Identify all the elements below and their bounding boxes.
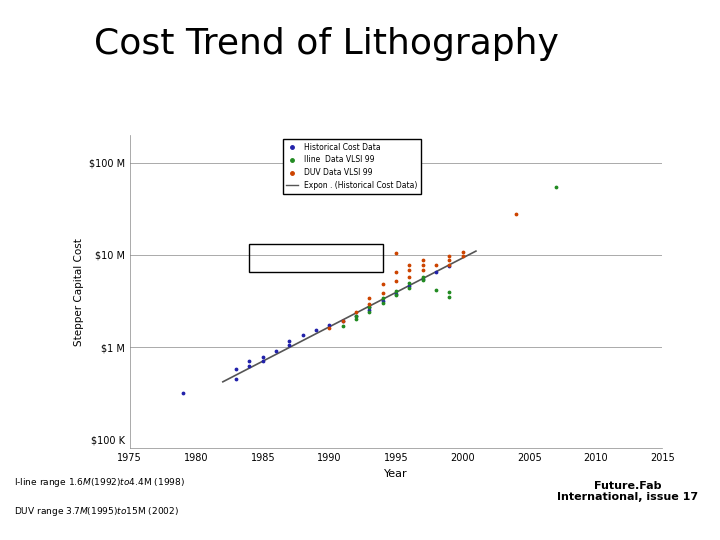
Point <box>457 252 469 260</box>
Point <box>257 357 269 366</box>
Text: Cost Trend of Lithography: Cost Trend of Lithography <box>94 27 559 61</box>
Point <box>417 276 428 285</box>
Point <box>417 272 428 281</box>
Point <box>364 300 375 309</box>
Point <box>377 280 389 288</box>
Point <box>284 337 295 346</box>
Point <box>337 321 348 330</box>
Point <box>431 260 442 269</box>
Point <box>337 317 348 326</box>
Text: I-line range $1.6M (1992) to $4.4M (1998): I-line range $1.6M (1992) to $4.4M (1998… <box>14 476 186 489</box>
Point <box>390 289 402 298</box>
Point <box>324 320 336 329</box>
Point <box>337 317 348 326</box>
Point <box>310 325 322 334</box>
Point <box>377 294 389 302</box>
Bar <box>250 245 383 272</box>
Point <box>297 331 309 340</box>
Point <box>417 266 428 275</box>
Point <box>324 324 336 333</box>
Point <box>404 284 415 292</box>
Point <box>377 299 389 307</box>
Point <box>444 293 455 301</box>
Point <box>284 341 295 349</box>
Point <box>404 279 415 288</box>
Text: Future.Fab
International, issue 17: Future.Fab International, issue 17 <box>557 481 698 502</box>
Point <box>364 303 375 312</box>
Point <box>244 362 256 370</box>
Point <box>364 306 375 315</box>
Point <box>417 256 428 265</box>
Point <box>230 375 242 383</box>
Point <box>390 286 402 295</box>
Point <box>444 262 455 271</box>
Point <box>377 296 389 305</box>
Point <box>364 294 375 302</box>
Point <box>364 308 375 316</box>
Point <box>257 353 269 361</box>
Point <box>351 311 362 320</box>
Point <box>230 364 242 373</box>
Point <box>404 282 415 291</box>
Y-axis label: Stepper Capital Cost: Stepper Capital Cost <box>74 238 84 346</box>
Point <box>377 288 389 297</box>
Point <box>390 248 402 257</box>
Point <box>271 347 282 356</box>
Point <box>431 285 442 294</box>
Point <box>364 303 375 312</box>
Point <box>444 287 455 296</box>
Point <box>457 247 469 256</box>
Point <box>404 272 415 281</box>
Point <box>177 388 189 397</box>
Point <box>404 266 415 275</box>
Point <box>390 277 402 286</box>
Point <box>390 268 402 276</box>
Point <box>351 315 362 323</box>
Point <box>510 210 522 218</box>
Point <box>444 252 455 260</box>
Point <box>390 291 402 299</box>
Point <box>444 256 455 265</box>
Text: DUV range $3.7M (1995) to $15M (2002): DUV range $3.7M (1995) to $15M (2002) <box>14 505 179 518</box>
Point <box>351 311 362 320</box>
Legend: Historical Cost Data, Iline  Data VLSI 99, DUV Data VLSI 99, Expon . (Historical: Historical Cost Data, Iline Data VLSI 99… <box>283 139 421 194</box>
Point <box>244 357 256 366</box>
Point <box>550 183 562 191</box>
X-axis label: Year: Year <box>384 469 408 478</box>
Point <box>431 268 442 276</box>
Point <box>351 308 362 316</box>
Point <box>417 274 428 283</box>
Point <box>417 260 428 269</box>
Point <box>444 260 455 269</box>
Point <box>404 260 415 269</box>
